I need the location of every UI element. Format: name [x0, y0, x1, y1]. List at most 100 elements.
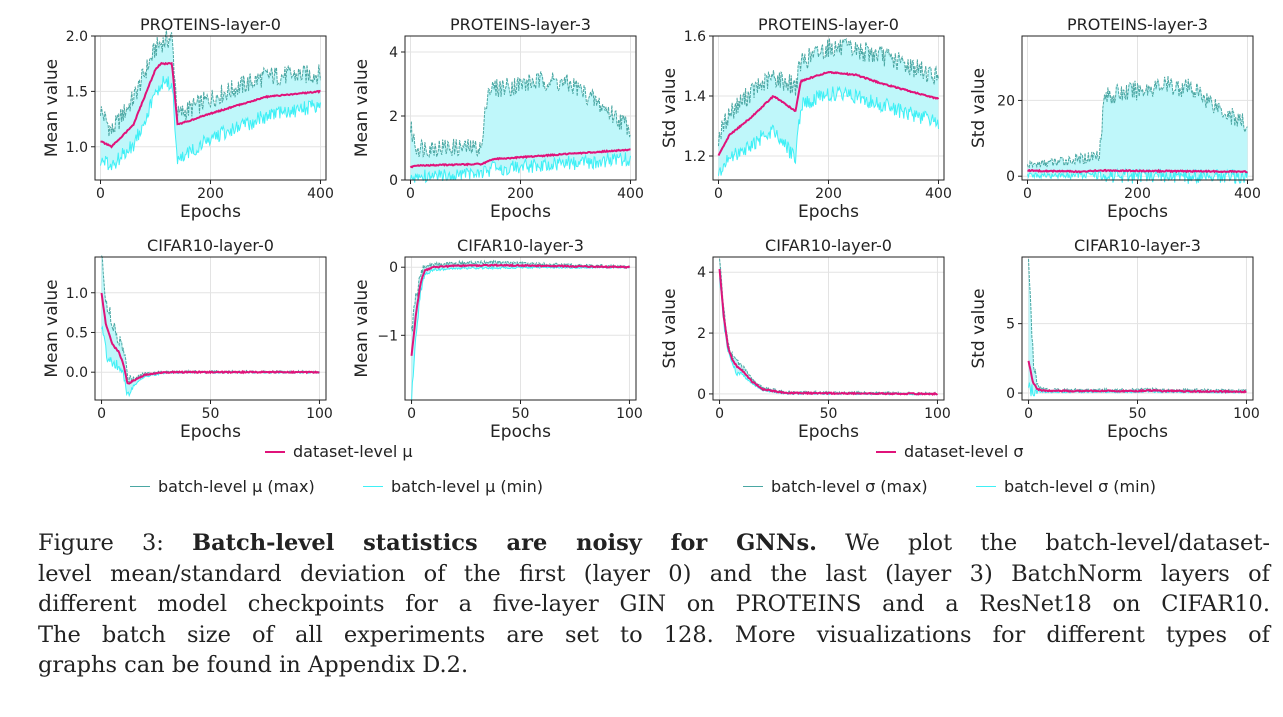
caption-line-1: Figure 3: Batch-level statistics are noi… [38, 528, 1270, 559]
subplot-title: PROTEINS-layer-0 [758, 15, 899, 34]
y-tick-label: −1 [377, 328, 398, 344]
legend-swatch-min [976, 486, 996, 487]
y-tick-label: 0 [389, 260, 398, 276]
legend-swatch-max [130, 486, 150, 487]
x-tick-label: 0 [97, 406, 106, 422]
y-axis-label: Mean value [352, 279, 372, 377]
legend-right-min: batch-level σ (min) [976, 477, 1156, 496]
x-tick-label: 100 [616, 406, 643, 422]
x-tick-label: 0 [1023, 186, 1032, 202]
x-tick-label: 200 [507, 186, 534, 202]
y-axis-label: Std value [969, 68, 989, 148]
x-tick-label: 400 [925, 186, 952, 202]
caption-line1-rest: We plot the batch-level/dataset- [845, 530, 1271, 556]
x-tick-label: 0 [1024, 406, 1033, 422]
x-tick-label: 200 [1124, 186, 1151, 202]
subplot-title: PROTEINS-layer-0 [140, 15, 281, 34]
series-line-max [1027, 75, 1248, 169]
subplot-title: PROTEINS-layer-3 [450, 15, 591, 34]
legend-label: batch-level μ (max) [158, 477, 315, 496]
legend-left-dataset: dataset-level μ [265, 442, 413, 461]
x-axis-label: Epochs [490, 202, 551, 222]
x-tick-label: 400 [307, 186, 334, 202]
series-line-max [100, 30, 321, 137]
y-tick-label: 2 [389, 109, 398, 125]
y-tick-label: 1.0 [66, 286, 88, 302]
series-band-2 [410, 71, 631, 183]
x-tick-label: 400 [617, 186, 644, 202]
x-tick-label: 50 [202, 406, 220, 422]
x-tick-label: 200 [197, 186, 224, 202]
figure: 0 200 4001.01.52.0PROTEINS-layer-0EpochsMe… [42, 15, 1261, 442]
x-tick-label: 50 [820, 406, 838, 422]
x-tick-label: 0 [407, 406, 416, 422]
x-tick-label: 400 [1234, 186, 1261, 202]
caption-bold: Batch-level statistics are noisy for GNN… [192, 530, 817, 556]
y-axis-label: Mean value [42, 59, 62, 157]
series-line-min [1027, 167, 1248, 185]
subplot-8: 0 50 100 0 5 CIFAR10-layer-3 Epochs Std value [969, 236, 1260, 442]
legend-right-max: batch-level σ (max) [743, 477, 928, 496]
series-line-mean [1027, 168, 1248, 174]
y-tick-label: 0.0 [66, 365, 88, 381]
legend-swatch-min [363, 486, 383, 487]
legend-swatch-dataset [876, 450, 896, 453]
series-line-max [718, 37, 939, 147]
x-tick-label: 100 [924, 406, 951, 422]
subplot-4: 0 200 400 0 20 PROTEINS-layer-3 Epochs Std valu… [969, 15, 1261, 222]
subplot-title: CIFAR10-layer-0 [765, 236, 892, 255]
legend-label: batch-level σ (min) [1004, 477, 1156, 496]
subplot-title: CIFAR10-layer-3 [1074, 236, 1201, 255]
x-axis-label: Epochs [1107, 202, 1168, 222]
y-axis-label: Std value [660, 288, 680, 368]
y-tick-label: 1.0 [66, 140, 88, 156]
legend-swatch-max [743, 486, 763, 487]
x-axis-label: Epochs [180, 422, 241, 442]
series-band-1 [100, 30, 321, 171]
x-axis-label: Epochs [490, 422, 551, 442]
x-tick-label: 100 [1233, 406, 1260, 422]
y-tick-label: 5 [1006, 317, 1015, 333]
series-line-max [410, 71, 631, 158]
series-line-min [100, 75, 321, 171]
x-tick-label: 50 [512, 406, 530, 422]
y-tick-label: 4 [697, 265, 706, 281]
y-axis-label: Std value [660, 68, 680, 148]
subplot-6: 0 50 100 −1 0 CIFAR10-layer-3 Epochs Mean value [352, 236, 643, 442]
series-line-mean [1027, 360, 1247, 394]
subplot-title: PROTEINS-layer-3 [1067, 15, 1208, 34]
x-axis-label: Epochs [180, 202, 241, 222]
legend-swatch-dataset [265, 450, 285, 453]
subplot-2: 0 200 400 0 2 4 PROTEINS-layer-3 Epochs Mean val… [352, 15, 644, 222]
legend-left-min: batch-level μ (min) [363, 477, 543, 496]
y-tick-label: 0.5 [66, 325, 88, 341]
legend-left-max: batch-level μ (max) [130, 477, 315, 496]
subplot-title: CIFAR10-layer-0 [147, 236, 274, 255]
x-axis-label: Epochs [1107, 422, 1168, 442]
subplot-5: 0 50 100 0.0 0.5 1.0 CIFAR10-layer-0 Epochs Mean… [42, 236, 333, 442]
y-tick-label: 1.2 [684, 149, 706, 165]
caption-line-3: different model checkpoints for a five-l… [38, 591, 1270, 617]
subplot-1: 0 200 400 1.0 1.5 2.0 PROTEINS-layer-0 Epochs Me… [42, 15, 334, 222]
caption-line-4: The batch size of all experiments are se… [38, 621, 1270, 648]
series-line-mean [100, 61, 321, 149]
x-tick-label: 0 [715, 406, 724, 422]
y-axis-label: Mean value [42, 279, 62, 377]
series-line-mean [718, 268, 939, 396]
y-tick-label: 2 [697, 326, 706, 342]
series-line-mean [717, 70, 940, 157]
y-tick-label: 2.0 [66, 29, 88, 45]
legend-label: batch-level μ (min) [391, 477, 543, 496]
y-tick-label: 1.5 [66, 84, 88, 100]
y-tick-label: 1.4 [684, 89, 706, 105]
y-tick-label: 4 [389, 45, 398, 61]
y-tick-label: 1.6 [684, 29, 706, 45]
y-axis-label: Std value [969, 288, 989, 368]
series-line-min [718, 85, 939, 176]
legend-right-dataset: dataset-level σ [876, 442, 1024, 461]
legend-label: dataset-level σ [904, 442, 1024, 461]
legend-label: batch-level σ (max) [771, 477, 928, 496]
series-line-mean [100, 292, 320, 385]
subplot-3: 0 200 400 1.2 1.4 1.6 PROTEINS-layer-0 Epochs St… [660, 15, 952, 222]
x-tick-label: 50 [1129, 406, 1147, 422]
